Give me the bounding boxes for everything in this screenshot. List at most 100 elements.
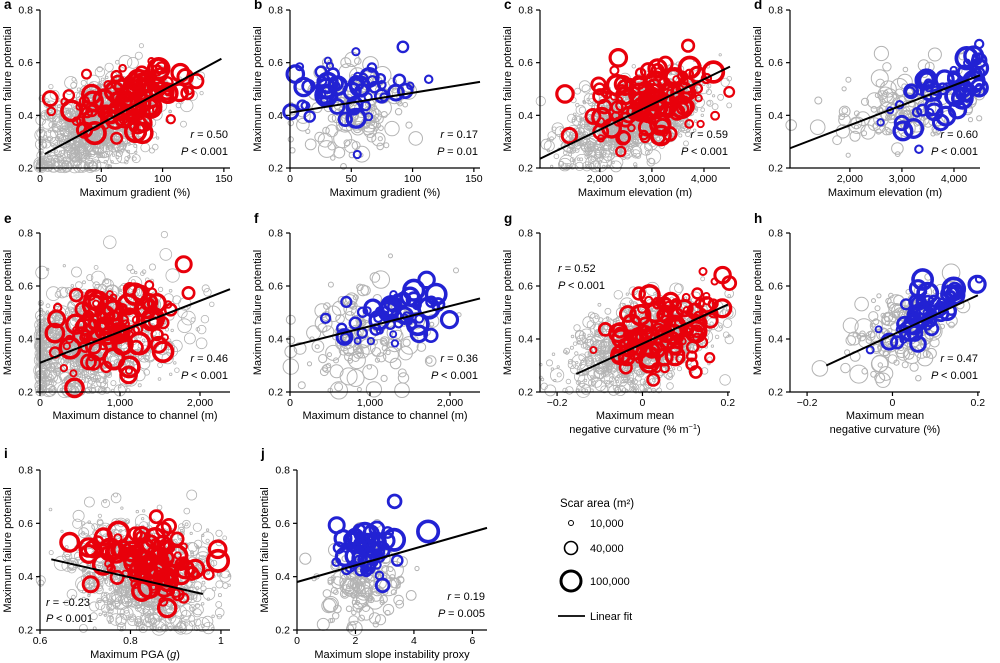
x-axis-title: Maximum mean [596,410,674,422]
x-tick-label: 1,000 [357,397,383,409]
highlight-points [589,265,738,387]
panel-f: 0 1,000 2,000 0.2 0.4 0.6 0.8 Maximum distance … [250,211,500,445]
r-value: r = 0.36 [440,353,478,365]
y-tick-label: 0.8 [275,465,290,477]
panel-letter: c [504,0,512,12]
x-tick-label: 0.2 [721,397,736,409]
x-tick-label: 2,000 [837,173,863,185]
y-tick-label: 0.2 [768,387,783,399]
panel-letter: f [254,213,259,226]
y-tick-label: 0.4 [768,110,783,122]
panel-h: −0.2 0 0.2 0.2 0.4 0.6 0.8 Maximum mean negative… [750,211,1000,445]
x-axis-title: Maximum mean [846,410,924,422]
axes [536,9,730,172]
x-tick-label: −0.2 [797,397,818,409]
x-axis-title: Maximum gradient (%) [330,187,441,199]
x-axis-title: Maximum distance to channel (m) [52,410,217,422]
x-tick-label: 1,000 [107,397,133,409]
y-axis-title: Maximum failure potential [752,250,764,375]
y-tick-label: 0.2 [18,387,33,399]
x-axis-title: Maximum elevation (m) [578,187,692,199]
x-axis-title: Maximum distance to channel (m) [302,410,467,422]
y-tick-label: 0.4 [268,110,283,122]
y-tick-label: 0.6 [18,518,33,530]
size-legend-plot: Scar area (m²) 10,000 40,000 100,000 Linear … [558,498,634,623]
y-axis-title: Maximum failure potential [2,250,14,375]
y-tick-label: 0.4 [518,334,533,346]
y-tick-label: 0.6 [268,281,283,293]
r-value: r = 0.52 [558,263,596,275]
legend-size-label: 10,000 [590,518,624,530]
panel-b-plot: 0 50 100 150 0.2 0.4 0.6 0.8 Maximum gradient (%… [252,0,483,199]
fit-line [289,297,481,348]
panel-letter: e [4,213,12,226]
y-tick-label: 0.6 [268,57,283,69]
panel-j: 0 2 4 6 0.2 0.4 0.6 0.8 Maximum slope instabilit… [257,440,507,663]
y-tick-label: 0.2 [18,625,33,637]
x-tick-label: 150 [465,173,483,185]
y-tick-label: 0.6 [518,281,533,293]
x-tick-label: 0.6 [33,635,48,647]
axes [286,9,480,172]
x-tick-label: 0 [287,397,293,409]
panel-letter: a [4,0,12,12]
highlight-points [876,38,990,154]
r-value: r = 0.17 [440,129,478,141]
x-tick-label: 50 [95,173,107,185]
r-value: r = 0.19 [447,591,485,603]
y-tick-label: 0.6 [518,57,533,69]
y-axis-title: Maximum failure potential [752,26,764,151]
y-tick-label: 0.6 [18,57,33,69]
panel-e-plot: 0 1,000 2,000 0.2 0.4 0.6 0.8 Maximum distance … [2,211,231,422]
y-axis-title: Maximum failure potential [252,26,264,151]
highlight-points [282,40,434,160]
p-value: P = 0.005 [438,608,485,620]
highlight-points [327,493,441,594]
legend-title: Scar area (m²) [560,498,634,510]
x-axis-title: Maximum PGA (g) [90,649,180,661]
x-tick-label: 2 [353,635,359,647]
x-tick-label: 2,000 [587,173,613,185]
panel-a-plot: 0 50 100 150 0.2 0.4 0.6 0.8 Maximum gradient (%… [2,0,233,199]
x-tick-label: 0 [37,173,43,185]
y-tick-label: 0.8 [768,5,783,17]
x-tick-label: 0 [294,635,300,647]
y-tick-label: 0.2 [268,163,283,175]
y-tick-label: 0.4 [18,110,33,122]
y-tick-label: 0.2 [268,387,283,399]
fit-line [289,80,481,114]
panel-i-plot: 0.6 0.8 1 0.2 0.4 0.6 0.8 Maximum PGA (g) Maximu… [2,446,232,661]
y-axis-title: Maximum failure potential [252,250,264,375]
highlight-points [44,255,196,399]
legend-size-circle [568,520,574,526]
y-tick-label: 0.4 [18,571,33,583]
y-tick-label: 0.8 [518,228,533,240]
y-tick-label: 0.8 [518,5,533,17]
p-value: P < 0.001 [681,146,728,158]
fit-line [789,74,981,150]
y-tick-label: 0.2 [768,163,783,175]
panel-g: −0.2 0 0.2 0.2 0.4 0.6 0.8 Maximum mean negative… [500,211,750,445]
y-tick-label: 0.6 [18,281,33,293]
r-value: r = −0.23 [46,597,90,609]
x-axis-title: negative curvature (%) [830,424,941,436]
y-tick-label: 0.8 [18,228,33,240]
x-axis-title: negative curvature (% m−1​) [569,422,700,436]
legend-fit-label: Linear fit [590,611,632,623]
y-tick-label: 0.4 [275,571,290,583]
panel-letter: g [504,213,512,226]
highlight-points [555,38,736,158]
panel-letter: i [4,446,8,461]
x-tick-label: 1 [218,635,224,647]
y-tick-label: 0.6 [768,57,783,69]
y-tick-label: 0.4 [768,334,783,346]
r-value: r = 0.60 [940,129,978,141]
legend-size-label: 100,000 [590,576,630,588]
r-value: r = 0.46 [190,353,228,365]
y-axis-title: Maximum failure potential [259,487,271,612]
y-tick-label: 0.2 [275,625,290,637]
panel-f-plot: 0 1,000 2,000 0.2 0.4 0.6 0.8 Maximum distance … [252,211,481,422]
x-tick-label: 50 [345,173,357,185]
legend-size-circle [559,569,583,593]
y-axis-title: Maximum failure potential [2,26,14,151]
